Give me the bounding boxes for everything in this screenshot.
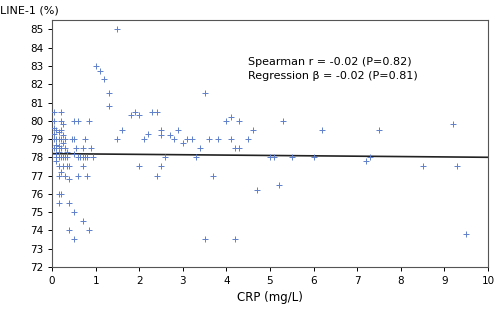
Point — [152, 173, 160, 178]
Point — [418, 164, 426, 169]
Point — [54, 155, 62, 160]
Point — [50, 118, 58, 123]
Point — [57, 136, 65, 141]
Point — [462, 232, 470, 237]
Point — [70, 210, 78, 215]
Point — [59, 140, 67, 145]
Point — [166, 133, 173, 138]
Point — [52, 151, 60, 156]
Point — [66, 164, 74, 169]
Point — [52, 127, 60, 132]
Point — [50, 131, 58, 136]
Point — [54, 136, 62, 141]
Point — [192, 155, 200, 160]
Point — [279, 118, 287, 123]
Point — [157, 164, 165, 169]
Point — [66, 177, 74, 182]
Point — [88, 146, 96, 151]
Point — [244, 136, 252, 141]
Point — [148, 109, 156, 114]
Point — [248, 127, 256, 132]
Point — [50, 109, 58, 114]
Point — [170, 136, 178, 141]
Point — [205, 136, 213, 141]
Point — [140, 136, 147, 141]
Point — [131, 109, 139, 114]
Point — [57, 146, 65, 151]
Point — [226, 136, 234, 141]
Point — [52, 142, 60, 147]
Point — [114, 136, 122, 141]
Point — [104, 91, 112, 96]
Point — [157, 133, 165, 138]
Point — [70, 118, 78, 123]
Point — [214, 136, 222, 141]
Point — [270, 155, 278, 160]
Point — [104, 104, 112, 108]
Point — [61, 146, 69, 151]
Point — [231, 146, 239, 151]
Point — [80, 155, 88, 160]
Point — [96, 69, 104, 74]
Point — [135, 164, 143, 169]
Point — [78, 219, 86, 224]
Point — [78, 164, 86, 169]
Point — [57, 118, 65, 123]
Point — [61, 136, 69, 141]
Point — [54, 164, 62, 169]
Point — [362, 158, 370, 163]
Point — [90, 155, 98, 160]
Point — [200, 237, 208, 242]
Point — [70, 136, 78, 141]
Point — [174, 127, 182, 132]
Point — [59, 164, 67, 169]
Point — [310, 155, 318, 160]
Point — [183, 136, 191, 141]
Point — [78, 146, 86, 151]
Point — [179, 140, 187, 145]
Point — [61, 173, 69, 178]
Point — [50, 136, 58, 141]
Point — [318, 127, 326, 132]
Point — [135, 113, 143, 118]
Point — [454, 164, 462, 169]
Point — [59, 155, 67, 160]
Point — [74, 155, 82, 160]
Point — [126, 113, 134, 118]
Point — [162, 155, 170, 160]
Point — [236, 146, 244, 151]
Point — [52, 146, 60, 151]
Point — [266, 155, 274, 160]
Point — [64, 149, 72, 154]
Point — [70, 237, 78, 242]
Point — [85, 228, 93, 233]
Point — [57, 191, 65, 196]
Point — [83, 173, 91, 178]
Point — [196, 146, 204, 151]
Point — [152, 109, 160, 114]
Point — [114, 27, 122, 32]
Point — [222, 118, 230, 123]
Point — [50, 146, 58, 151]
Point — [50, 126, 58, 131]
Point — [52, 155, 60, 160]
Point — [54, 173, 62, 178]
Text: Spearman r = -0.02 (P=0.82)
Regression β = -0.02 (P=0.81): Spearman r = -0.02 (P=0.82) Regression β… — [248, 57, 418, 81]
Point — [118, 127, 126, 132]
Point — [78, 155, 86, 160]
Point — [231, 237, 239, 242]
Text: LINE-1 (%): LINE-1 (%) — [0, 5, 58, 16]
Point — [85, 118, 93, 123]
Point — [200, 91, 208, 96]
Point — [61, 155, 69, 160]
Point — [64, 155, 72, 160]
Point — [375, 127, 383, 132]
Point — [54, 144, 62, 149]
Point — [72, 146, 80, 151]
Point — [52, 158, 60, 163]
Point — [54, 149, 62, 154]
Point — [66, 201, 74, 206]
Point — [92, 64, 100, 69]
Point — [57, 170, 65, 175]
Point — [54, 129, 62, 134]
